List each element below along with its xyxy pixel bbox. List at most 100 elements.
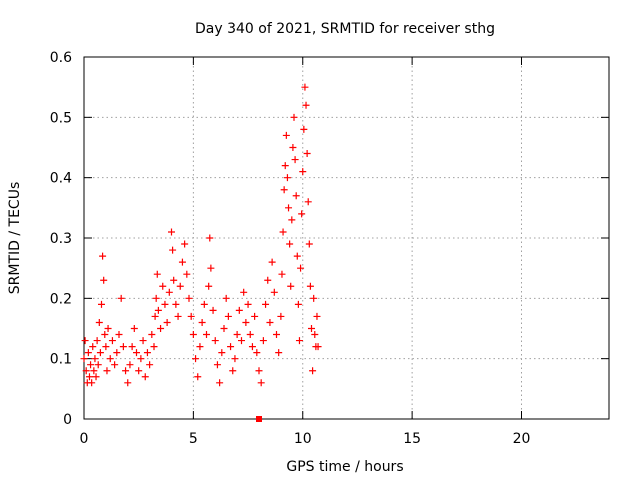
data-point: [233, 331, 241, 339]
data-point: [157, 325, 165, 332]
data-point: [280, 186, 288, 194]
data-point: [170, 276, 178, 284]
data-point: [94, 361, 102, 369]
data-point: [294, 300, 302, 308]
data-point: [194, 373, 202, 381]
y-tick-label: 0: [63, 412, 72, 428]
data-point: [311, 331, 319, 339]
data-point: [229, 367, 237, 375]
data-point: [117, 294, 125, 302]
data-point: [242, 318, 250, 326]
data-point: [124, 379, 132, 387]
data-point: [89, 343, 97, 351]
data-point: [298, 210, 306, 218]
data-point: [291, 156, 299, 164]
data-point: [286, 240, 294, 248]
annotations: [256, 416, 262, 422]
data-point: [88, 379, 96, 387]
data-point: [146, 361, 154, 369]
data-point: [90, 367, 98, 375]
data-points: [80, 83, 322, 387]
data-point: [95, 318, 103, 326]
data-point: [283, 174, 291, 182]
data-point: [306, 282, 314, 290]
y-tick-label: 0.6: [50, 50, 72, 66]
data-point: [295, 337, 303, 345]
data-point: [297, 264, 305, 272]
data-point: [216, 379, 224, 387]
data-point: [85, 373, 93, 381]
data-point: [309, 367, 317, 375]
x-tick-label: 0: [80, 431, 89, 447]
data-point: [266, 318, 274, 326]
data-point: [224, 312, 232, 320]
data-point: [218, 349, 226, 357]
data-point: [122, 367, 130, 375]
data-point: [246, 331, 254, 339]
data-point: [200, 300, 208, 308]
data-point: [126, 361, 134, 369]
data-point: [262, 300, 270, 308]
data-point: [99, 252, 107, 260]
data-point: [111, 361, 119, 369]
data-point: [289, 144, 297, 151]
data-point: [113, 349, 121, 357]
data-point: [108, 337, 116, 345]
data-point: [255, 367, 263, 375]
data-point: [251, 312, 259, 320]
x-tick-label: 5: [189, 431, 198, 447]
data-point: [302, 101, 310, 109]
data-point: [198, 318, 206, 326]
data-point: [220, 325, 228, 332]
data-point: [203, 331, 210, 339]
data-point: [211, 337, 219, 345]
data-point: [248, 343, 256, 351]
data-point: [231, 355, 239, 363]
data-point: [293, 252, 301, 260]
data-point: [141, 373, 149, 381]
data-point: [172, 300, 180, 308]
data-point: [303, 150, 311, 158]
data-point: [181, 240, 189, 248]
x-axis-label: GPS time / hours: [286, 459, 403, 475]
data-point: [285, 204, 293, 212]
y-axis-label: SRMTID / TECUs: [7, 182, 23, 295]
data-point: [151, 312, 159, 320]
data-point: [288, 216, 296, 224]
data-point: [257, 379, 265, 387]
data-point: [240, 288, 248, 296]
data-point: [206, 234, 214, 242]
data-point: [135, 367, 143, 375]
data-point: [81, 337, 89, 345]
data-point: [91, 355, 99, 363]
data-point: [87, 361, 95, 369]
data-point: [82, 367, 90, 375]
data-point: [207, 264, 215, 272]
grid: [84, 57, 609, 419]
x-tick-label: 10: [294, 431, 312, 447]
x-tick-label: 20: [513, 431, 531, 447]
data-point: [287, 282, 295, 290]
data-point: [290, 113, 298, 121]
data-point: [84, 349, 92, 357]
data-point: [313, 312, 321, 320]
data-point: [165, 288, 173, 296]
data-point: [133, 349, 140, 357]
chart-title: Day 340 of 2021, SRMTID for receiver sth…: [195, 21, 495, 37]
data-point: [264, 276, 272, 284]
y-tick-label: 0.4: [50, 171, 72, 187]
data-point: [305, 240, 313, 248]
data-point: [102, 343, 110, 351]
data-point: [98, 300, 105, 308]
data-point: [273, 331, 280, 339]
data-point: [153, 270, 161, 278]
data-point: [161, 300, 169, 308]
data-point: [104, 325, 112, 332]
data-point: [80, 355, 88, 363]
data-point: [150, 343, 158, 351]
data-point: [308, 325, 315, 332]
data-point: [92, 373, 100, 381]
data-point: [185, 294, 193, 302]
data-point: [314, 343, 322, 351]
data-point: [93, 337, 101, 345]
